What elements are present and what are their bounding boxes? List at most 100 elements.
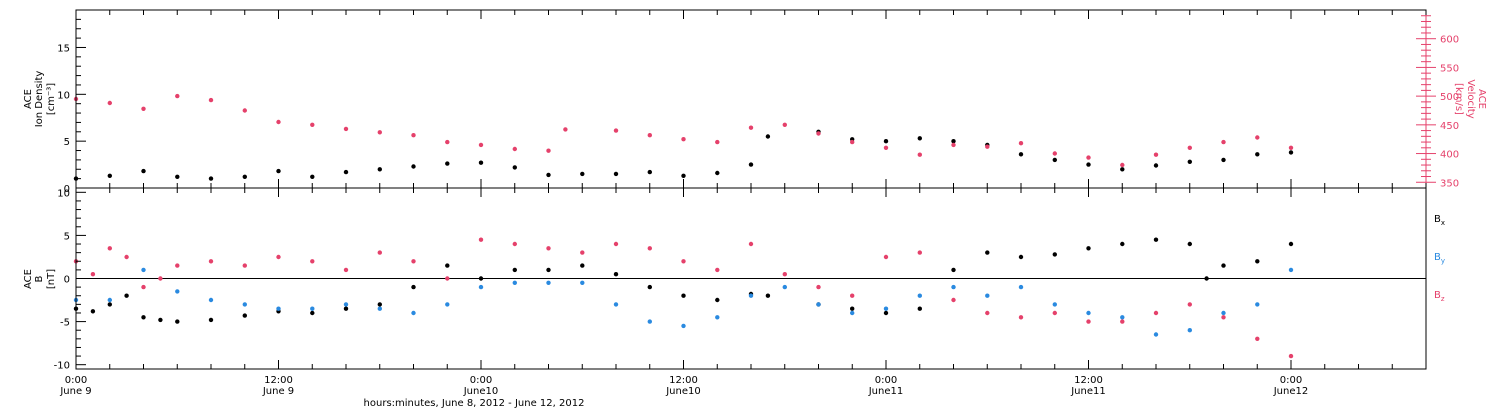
top-series-0-point bbox=[1288, 150, 1294, 155]
x-tick-label-date: June10 bbox=[665, 386, 701, 397]
bottom-series-0-point bbox=[951, 267, 956, 273]
top-series-1-point bbox=[1255, 135, 1260, 140]
bottom-series-2-point bbox=[715, 267, 720, 273]
bottom-series-0-point bbox=[613, 272, 619, 277]
top-series-0-point bbox=[1187, 159, 1193, 164]
bottom-series-2-point bbox=[445, 276, 450, 281]
top-series-1-point bbox=[310, 122, 315, 128]
legend-bz: Bz bbox=[1434, 290, 1445, 303]
bottom-series-1-point bbox=[985, 293, 990, 298]
top-y-tick-label: 10 bbox=[57, 90, 70, 101]
bottom-series-0-point bbox=[377, 302, 382, 307]
bottom-series-0-point bbox=[1120, 241, 1125, 247]
bottom-series-0-point bbox=[681, 293, 686, 298]
bottom-series-2-point bbox=[951, 297, 956, 303]
bottom-series-0-point bbox=[850, 306, 855, 311]
bottom-series-1-point bbox=[1120, 315, 1125, 320]
bottom-series-1-point bbox=[681, 323, 686, 329]
top-panel: 0 5 10 15 350 400 450 500 550 600 ACE Ion Densit… bbox=[23, 9, 1487, 195]
bottom-series-0-point bbox=[917, 306, 922, 311]
bottom-series-1-point bbox=[850, 310, 855, 316]
bottom-series-0-point bbox=[647, 284, 652, 290]
top-ylabel-line-1: ACE bbox=[23, 89, 34, 109]
top-series-0-point bbox=[377, 167, 382, 172]
bottom-series-0-point bbox=[1204, 276, 1209, 281]
bottom-series-0-point bbox=[1018, 254, 1024, 260]
bottom-series-1-point bbox=[377, 306, 382, 311]
bottom-series-0-point bbox=[208, 317, 214, 323]
bottom-series-0-point bbox=[478, 276, 484, 281]
top-series-0-point bbox=[647, 169, 652, 175]
bottom-series-0-point bbox=[1255, 259, 1260, 264]
top-series-0-point bbox=[1052, 157, 1058, 163]
bottom-series-2-point bbox=[613, 241, 619, 247]
bottom-series-0-point bbox=[546, 267, 551, 273]
x-tick-label-time: 0:00 bbox=[470, 375, 492, 386]
bottom-series-1-point bbox=[546, 280, 551, 285]
top-series-1-point bbox=[546, 148, 551, 153]
bottom-series-1-point bbox=[816, 302, 821, 307]
bottom-series-1-point bbox=[478, 284, 484, 290]
bottom-series-2-point bbox=[175, 263, 180, 268]
bottom-series-0-point bbox=[1288, 241, 1294, 247]
top-series-1-point bbox=[563, 127, 568, 132]
top-series-1-point bbox=[512, 146, 517, 152]
top-left-y-axis: 0 5 10 15 bbox=[57, 9, 86, 195]
top-ylabel-line-2: Ion Density bbox=[34, 71, 45, 128]
bottom-series-1-point bbox=[512, 280, 517, 285]
bottom-series-2-point bbox=[816, 284, 821, 290]
top-y-tick-label: 15 bbox=[57, 43, 70, 54]
top-series-1-point bbox=[1187, 145, 1193, 150]
top-series-0-point bbox=[546, 172, 551, 178]
top-series-1-point bbox=[276, 119, 281, 125]
top-right-y-axis: 350 400 450 500 550 600 bbox=[1416, 10, 1459, 189]
bottom-series-2-point bbox=[917, 250, 922, 255]
x-tick-label-time: 0:00 bbox=[65, 375, 87, 386]
bottom-series-0-point bbox=[90, 309, 96, 314]
top-series-1-point bbox=[816, 131, 821, 136]
bottom-y-tick-label: -5 bbox=[60, 318, 70, 329]
bottom-panel: -10 -5 0 5 10 ACE B [nT] Bx By Bz bbox=[23, 187, 1445, 372]
bottom-series-2-point bbox=[1120, 319, 1125, 324]
bottom-series-2-point bbox=[411, 259, 416, 264]
bottom-series-1-point bbox=[1221, 310, 1226, 316]
top-series-1-point bbox=[377, 130, 382, 135]
top-ylabel-line-3: [cm⁻³] bbox=[46, 83, 57, 115]
top-series-1-point bbox=[411, 133, 416, 138]
bottom-series-0-point bbox=[411, 284, 416, 290]
top-series-1-point bbox=[748, 125, 754, 130]
bottom-series-2-point bbox=[1288, 353, 1294, 359]
bottom-series-2-point bbox=[343, 267, 349, 273]
top-data-points bbox=[73, 93, 1294, 181]
top-series-1-point bbox=[1153, 152, 1159, 157]
x-tick-label-date: June11 bbox=[868, 386, 904, 397]
bottom-series-1-point bbox=[276, 306, 281, 311]
bottom-series-2-point bbox=[647, 246, 652, 251]
bottom-series-1-point bbox=[1255, 302, 1260, 307]
legend-by: By bbox=[1434, 252, 1445, 265]
bottom-series-2-point bbox=[580, 250, 585, 255]
x-tick-label-time: 12:00 bbox=[1074, 375, 1103, 386]
bottom-series-0-point bbox=[580, 263, 585, 268]
top-series-1-point bbox=[343, 126, 349, 132]
bottom-series-0-point bbox=[158, 317, 163, 323]
x-tick-label-date: June 9 bbox=[59, 386, 91, 397]
top-series-0-point bbox=[1120, 167, 1125, 172]
top-series-1-point bbox=[1052, 151, 1058, 156]
top-series-0-point bbox=[478, 160, 484, 165]
top-y-tick-label: 0 bbox=[64, 184, 70, 195]
bottom-y-tick-label: 0 bbox=[64, 275, 70, 286]
top-series-1-point bbox=[1086, 155, 1091, 160]
top-series-0-point bbox=[1153, 163, 1159, 168]
bottom-series-1-point bbox=[883, 306, 889, 311]
top-series-1-point bbox=[681, 137, 686, 142]
x-tick-label-date: June12 bbox=[1273, 386, 1309, 397]
bottom-series-1-point bbox=[1086, 310, 1091, 316]
x-tick-label-date: June10 bbox=[463, 386, 499, 397]
bottom-series-0-point bbox=[107, 302, 113, 307]
top-series-0-point bbox=[748, 162, 754, 167]
bottom-series-2-point bbox=[883, 254, 889, 260]
bottom-series-2-point bbox=[90, 272, 96, 277]
top-series-1-point bbox=[613, 128, 619, 133]
